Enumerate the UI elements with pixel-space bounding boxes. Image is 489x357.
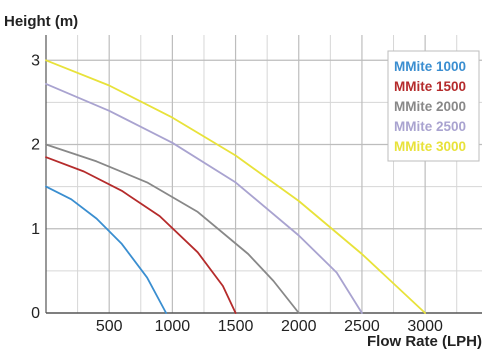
x-tick-label: 3000 (407, 318, 443, 335)
series-line-mmite-1000 (45, 185, 167, 314)
major-gridlines (46, 35, 482, 313)
x-tick-label: 1500 (218, 318, 254, 335)
x-tick-label: 2500 (344, 318, 380, 335)
y-tick-label: 0 (31, 305, 40, 322)
tick-labels: 500 1000 1500 2000 2500 3000 0 1 2 3 (31, 52, 443, 335)
series-line-mmite-3000 (45, 59, 426, 314)
legend-box (387, 50, 480, 162)
legend-entry: MMite 2000 (394, 99, 466, 114)
legend-entry: MMite 1000 (394, 59, 466, 74)
legend: MMite 1000 MMite 1500 MMite 2000 MMite 2500… (387, 50, 480, 162)
y-tick-label: 3 (31, 52, 40, 69)
legend-entry: MMite 2500 (394, 119, 466, 134)
x-tick-label: 500 (96, 318, 123, 335)
x-axis-title: Flow Rate (LPH) (367, 333, 482, 350)
x-tick-label: 1000 (155, 318, 191, 335)
x-tick-label: 2000 (281, 318, 317, 335)
series-line-mmite-1500 (45, 156, 237, 314)
y-tick-label: 2 (31, 137, 40, 154)
series-line-mmite-2500 (45, 83, 363, 314)
legend-entry: MMite 1500 (394, 79, 466, 94)
series-line-mmite-2000 (45, 143, 300, 314)
axes (45, 35, 482, 314)
series-lines (45, 59, 426, 314)
legend-entry: MMite 3000 (394, 139, 466, 154)
y-axis-title: Height (m) (4, 13, 78, 30)
y-tick-label: 1 (31, 221, 40, 238)
